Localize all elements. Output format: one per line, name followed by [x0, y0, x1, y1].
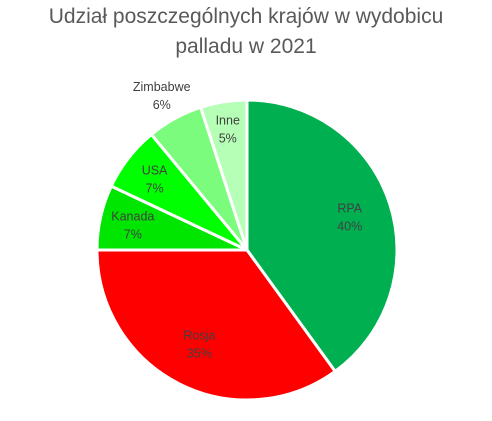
pie-label-value: 40%: [337, 220, 362, 234]
chart-title-line-2: palladu w 2021: [175, 35, 317, 58]
pie-label-category: USA: [142, 163, 168, 177]
pie-label-value: 7%: [146, 181, 164, 195]
pie-label-category: RPA: [337, 202, 362, 216]
pie-label-rosja: Rosja 35%: [183, 329, 215, 361]
pie-label-value: 6%: [153, 98, 171, 112]
pie-label-zimbabwe: Zimbabwe 6%: [133, 80, 191, 112]
pie-label-rpa: RPA 40%: [337, 202, 363, 234]
pie-slice-rpa: [245, 98, 399, 373]
pie-label-inne: Inne 5%: [216, 114, 240, 146]
pie-label-category: Rosja: [183, 329, 215, 343]
chart-title-line-1: Udział poszczególnych krajów w wydobicu: [48, 5, 444, 28]
pie-label-kanada: Kanada 7%: [111, 209, 154, 241]
pie-label-category: Inne: [216, 114, 240, 128]
pie-label-category: Kanada: [111, 209, 154, 223]
pie-slice-inne: [199, 98, 249, 252]
pie-label-category: Zimbabwe: [133, 80, 191, 94]
pie-label-usa: USA 7%: [142, 163, 168, 195]
pie-label-value: 5%: [219, 132, 237, 146]
pie-slice-rosja: [95, 248, 337, 402]
pie-label-value: 35%: [187, 347, 212, 361]
pie-label-value: 7%: [124, 227, 142, 241]
